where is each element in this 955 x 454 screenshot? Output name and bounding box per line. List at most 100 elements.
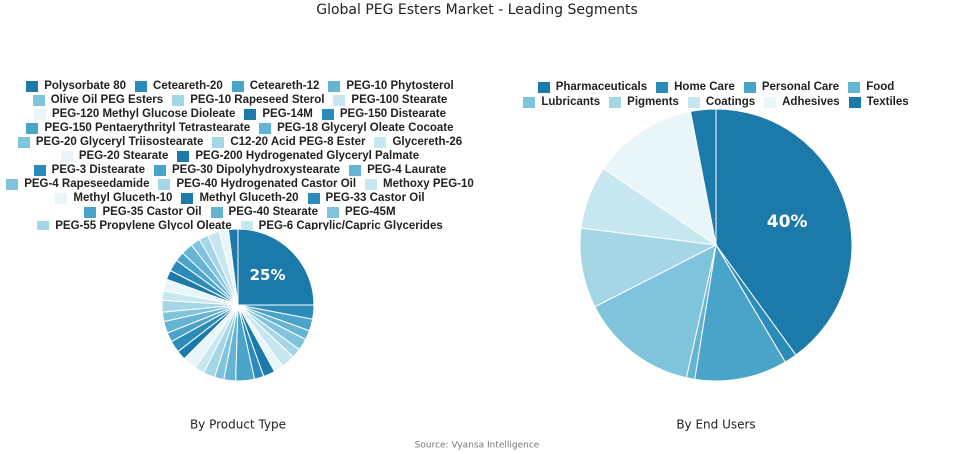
legend-item: Ceteareth-20 xyxy=(135,80,223,93)
legend-label: Home Care xyxy=(674,80,735,93)
legend-label: Ceteareth-12 xyxy=(249,80,320,92)
legend-label: PEG-200 Hydrogenated Glyceryl Palmate xyxy=(195,150,420,162)
legend-label: Personal Care xyxy=(761,80,840,93)
pie-slice xyxy=(227,228,239,306)
legend-label: Pharmaceuticals xyxy=(555,80,648,93)
slice-label: 40% xyxy=(767,212,808,232)
legend-swatch xyxy=(55,193,68,204)
legend-label: PEG-55 Propylene Glycol Oleate xyxy=(55,220,232,230)
legend-item: Glycereth-26 xyxy=(374,136,462,149)
legend-label: C12-20 Acid PEG-8 Ester xyxy=(230,136,366,148)
slice-label: 25% xyxy=(250,266,286,284)
legend-swatch xyxy=(231,81,244,92)
legend-label: PEG-6 Caprylic/Capric Glycerides xyxy=(258,220,443,230)
legend-swatch xyxy=(32,95,45,106)
legend-label: Lubricants xyxy=(541,96,601,109)
legend-swatch xyxy=(212,137,225,148)
legend-label: Olive Oil PEG Esters xyxy=(50,94,164,106)
legend-item: PEG-4 Laurate xyxy=(349,164,446,177)
legend-swatch xyxy=(33,109,46,120)
chart-caption: By End Users xyxy=(676,418,755,432)
legend-item: Ceteareth-12 xyxy=(231,80,320,93)
legend-item: PEG-150 Pentaerythrityl Tetrastearate xyxy=(26,122,250,135)
legend-item: PEG-20 Stearate xyxy=(60,150,169,163)
legend-item: PEG-35 Castor Oil xyxy=(84,206,202,219)
legend-swatch xyxy=(327,207,340,218)
legend-item: PEG-14M xyxy=(244,108,313,121)
legend-item: PEG-30 Dipolyhydroxystearate xyxy=(153,164,340,177)
legend-item: Methyl Gluceth-10 xyxy=(55,192,172,205)
legend-label: PEG-4 Rapeseedamide xyxy=(24,178,150,190)
legend-item: Food xyxy=(848,80,894,95)
chart-caption: By Product Type xyxy=(190,418,286,432)
legend-label: Polysorbate 80 xyxy=(44,80,127,92)
legend-item: Lubricants xyxy=(523,96,600,111)
legend-swatch xyxy=(210,207,223,218)
legend-item: C12-20 Acid PEG-8 Ester xyxy=(212,136,365,149)
legend-item: PEG-120 Methyl Glucose Dioleate xyxy=(33,108,236,121)
legend-item: Methoxy PEG-10 xyxy=(365,178,474,191)
legend-item: Textiles xyxy=(848,96,909,111)
legend-swatch xyxy=(244,109,257,120)
pie-slice xyxy=(602,110,717,247)
legend-swatch xyxy=(365,179,378,190)
legend-item: PEG-3 Distearate xyxy=(33,164,145,177)
legend-swatch xyxy=(17,137,30,148)
legend-label: PEG-45M xyxy=(345,206,396,218)
legend-swatch xyxy=(374,137,387,148)
legend-item: Polysorbate 80 xyxy=(26,80,126,93)
legend-label: PEG-33 Castor Oil xyxy=(325,192,425,204)
legend-item: Pharmaceuticals xyxy=(537,80,648,95)
legend-label: PEG-4 Laurate xyxy=(367,164,447,176)
legend-swatch xyxy=(848,97,861,109)
legend-label: Methyl Gluceth-10 xyxy=(73,192,173,204)
legend-label: Adhesives xyxy=(782,96,840,109)
legend-item: PEG-55 Propylene Glycol Oleate xyxy=(37,220,232,230)
legend-item: PEG-40 Hydrogenated Castor Oil xyxy=(158,178,356,191)
pie-slice xyxy=(694,243,786,382)
legend-swatch xyxy=(26,81,39,92)
legend-label: Food xyxy=(866,80,895,93)
legend-swatch xyxy=(764,97,777,109)
legend-swatch xyxy=(135,81,148,92)
legend-item: PEG-100 Stearate xyxy=(333,94,447,107)
legend-item: PEG-200 Hydrogenated Glyceryl Palmate xyxy=(177,150,419,163)
legend-label: PEG-40 Stearate xyxy=(228,206,319,218)
legend-swatch xyxy=(240,221,253,230)
legend-swatch xyxy=(84,207,97,218)
pie-slice xyxy=(715,108,853,356)
legend-item: Adhesives xyxy=(764,96,840,111)
legend-label: PEG-120 Methyl Glucose Dioleate xyxy=(51,108,236,120)
legend-swatch xyxy=(172,95,185,106)
legend-swatch xyxy=(328,81,341,92)
legend-swatch xyxy=(307,193,320,204)
legend-swatch xyxy=(37,221,50,230)
legend-label: PEG-40 Hydrogenated Castor Oil xyxy=(176,178,357,190)
legend-item: Methyl Gluceth-20 xyxy=(181,192,299,205)
legend-label: PEG-150 Distearate xyxy=(339,108,447,120)
legend-swatch xyxy=(26,123,39,134)
legend-item: PEG-20 Glyceryl Triisostearate xyxy=(17,136,203,149)
legend: Pharmaceuticals Home Care Personal Care Foo… xyxy=(505,80,927,110)
legend-label: Methyl Gluceth-20 xyxy=(199,192,299,204)
legend: Polysorbate 80 Ceteareth-20 Ceteareth-12 PE… xyxy=(4,80,476,230)
legend-label: PEG-18 Glyceryl Oleate Cocoate xyxy=(277,122,454,134)
legend-swatch xyxy=(33,165,46,176)
legend-item: Pigments xyxy=(609,96,679,111)
legend-label: Coatings xyxy=(705,96,756,109)
legend-label: PEG-20 Stearate xyxy=(78,150,169,162)
pie-slice xyxy=(594,244,717,379)
legend-item: PEG-150 Distearate xyxy=(321,108,447,121)
legend-label: Textiles xyxy=(866,96,909,109)
legend-swatch xyxy=(158,179,171,190)
legend-item: Olive Oil PEG Esters xyxy=(32,94,164,107)
legend-swatch xyxy=(177,151,190,162)
legend-swatch xyxy=(259,123,272,134)
legend-swatch xyxy=(181,193,194,204)
legend-item: PEG-10 Phytosterol xyxy=(328,80,454,93)
legend-swatch xyxy=(743,81,756,93)
legend-label: PEG-100 Stearate xyxy=(351,94,448,106)
legend-swatch xyxy=(848,81,861,93)
legend-swatch xyxy=(537,81,550,93)
